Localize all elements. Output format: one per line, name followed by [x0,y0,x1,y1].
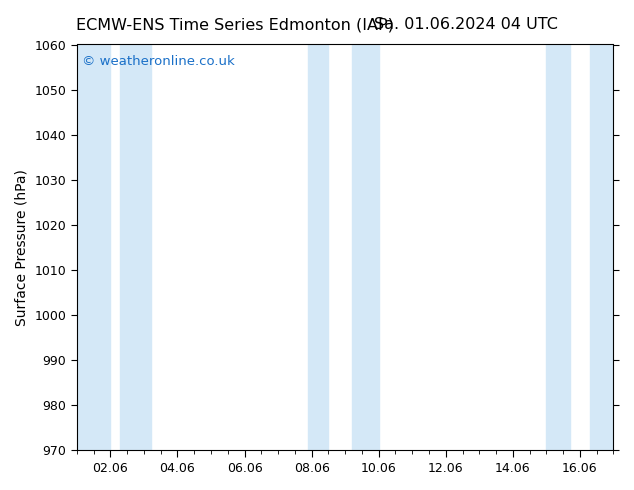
Bar [77,45,110,450]
Bar [352,45,378,450]
Text: ECMW-ENS Time Series Edmonton (IAP): ECMW-ENS Time Series Edmonton (IAP) [76,17,394,32]
Bar [590,45,614,450]
Bar [308,45,328,450]
Text: © weatheronline.co.uk: © weatheronline.co.uk [82,55,235,68]
Text: Sa. 01.06.2024 04 UTC: Sa. 01.06.2024 04 UTC [374,17,558,32]
Bar [120,45,151,450]
Y-axis label: Surface Pressure (hPa): Surface Pressure (hPa) [15,169,29,326]
Bar [547,45,570,450]
